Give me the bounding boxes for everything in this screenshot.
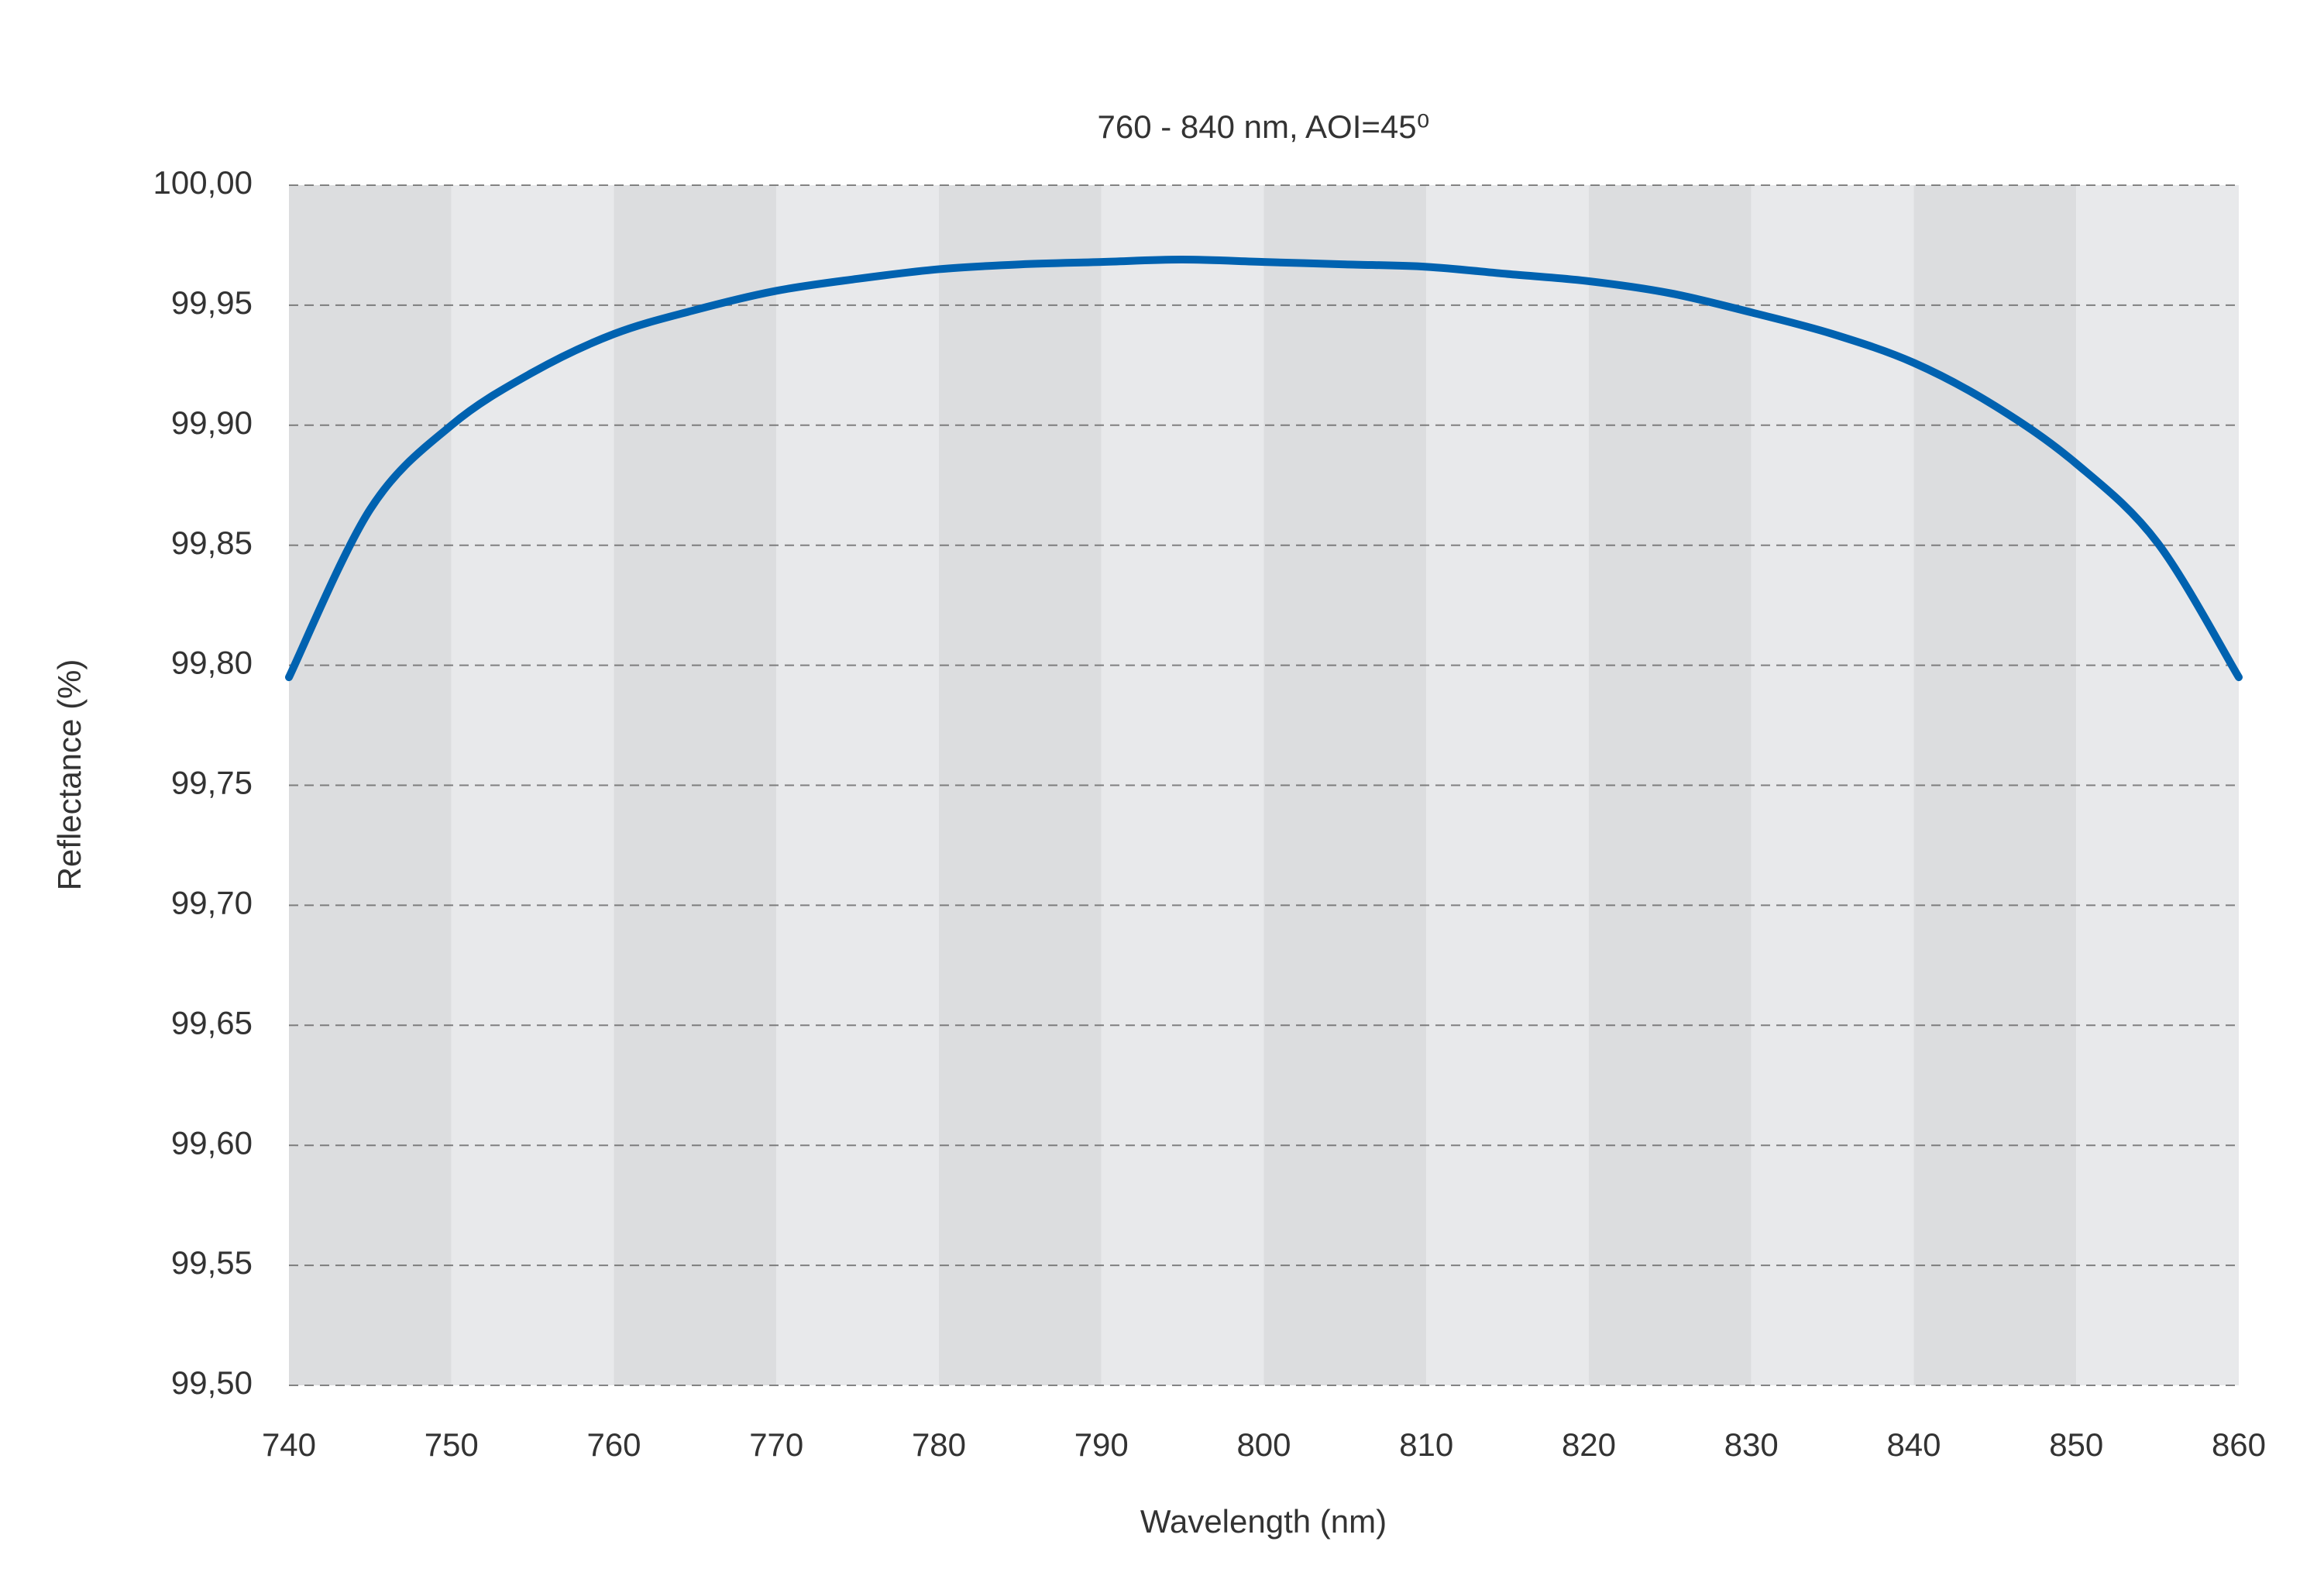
y-tick-label: 99,65	[171, 1004, 253, 1041]
plot-marks	[285, 256, 2243, 682]
x-tick-label: 770	[749, 1426, 803, 1463]
x-tick-label: 740	[262, 1426, 316, 1463]
x-tick-label: 820	[1562, 1426, 1616, 1463]
y-tick-label: 99,90	[171, 404, 253, 441]
x-tick-label: 780	[912, 1426, 966, 1463]
x-tick-label: 750	[425, 1426, 479, 1463]
chart-title: 760 - 840 nm, AOI=45⁰	[1098, 108, 1430, 145]
x-tick-label: 760	[586, 1426, 641, 1463]
y-tick-label: 99,60	[171, 1124, 253, 1161]
y-axis-title: Reflectance (%)	[51, 659, 88, 891]
line-series	[285, 256, 2243, 682]
x-tick-label: 810	[1399, 1426, 1453, 1463]
x-tick-label: 800	[1236, 1426, 1291, 1463]
x-axis-title: Wavelength (nm)	[1140, 1503, 1387, 1540]
y-tick-label: 99,85	[171, 525, 253, 561]
x-tick-label: 840	[1886, 1426, 1941, 1463]
x-tick-label: 790	[1074, 1426, 1129, 1463]
y-tick-label: 99,75	[171, 765, 253, 801]
x-tick-label: 860	[2212, 1426, 2266, 1463]
y-tick-label: 99,55	[171, 1244, 253, 1281]
x-tick-label: 850	[2049, 1426, 2103, 1463]
x-tick-label: 830	[1724, 1426, 1779, 1463]
background-bands	[289, 185, 2239, 1385]
y-tick-label: 100,00	[153, 164, 253, 201]
y-tick-label: 99,80	[171, 645, 253, 681]
y-tick-label: 99,95	[171, 284, 253, 321]
y-tick-label: 99,50	[171, 1364, 253, 1401]
y-tick-label: 99,70	[171, 884, 253, 920]
